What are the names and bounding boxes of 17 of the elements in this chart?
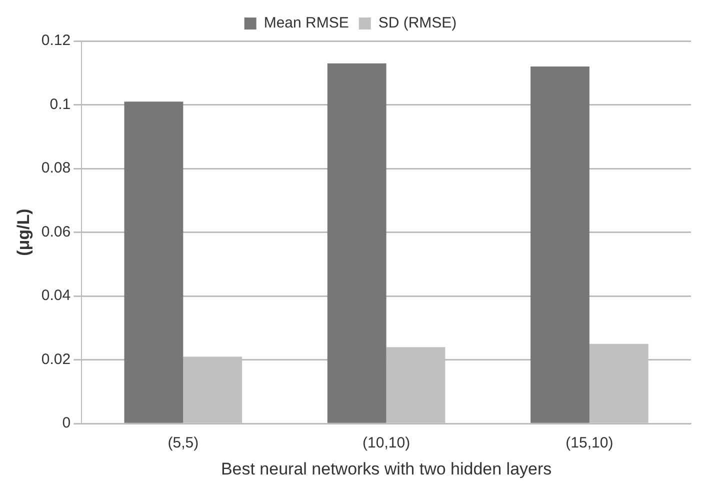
bar — [327, 63, 386, 423]
legend-label: SD (RMSE) — [378, 14, 457, 32]
y-axis-title: (μg/L) — [14, 208, 33, 256]
y-tick-label: 0.06 — [41, 223, 71, 240]
y-tick-label: 0 — [62, 414, 71, 432]
bar — [530, 66, 590, 423]
y-tick-label: 0.08 — [41, 160, 71, 177]
y-tick-label: 0.1 — [50, 96, 71, 113]
legend-label: Mean RMSE — [264, 14, 349, 32]
y-tick-label: 0.12 — [41, 32, 71, 50]
y-tick-label: 0.02 — [41, 350, 71, 368]
x-tick-label: (15,10) — [566, 434, 614, 452]
bar — [124, 102, 184, 423]
x-tick-label: (5,5) — [168, 434, 199, 452]
x-tick-label: (10,10) — [362, 434, 410, 452]
y-tick-label: 0.04 — [41, 287, 71, 304]
x-axis-title: Best neural networks with two hidden layers — [220, 459, 552, 478]
